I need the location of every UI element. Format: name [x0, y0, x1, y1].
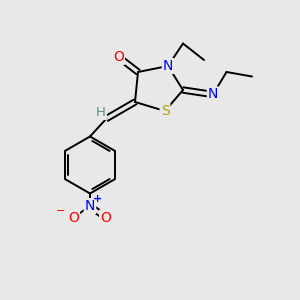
Text: O: O [68, 211, 79, 224]
Text: N: N [163, 59, 173, 73]
Text: N: N [208, 88, 218, 101]
Text: +: + [93, 194, 102, 204]
Text: N: N [85, 199, 95, 213]
Text: O: O [100, 211, 111, 224]
Text: S: S [160, 104, 169, 118]
Text: H: H [96, 106, 106, 119]
Text: −: − [56, 206, 66, 216]
Text: O: O [113, 50, 124, 64]
